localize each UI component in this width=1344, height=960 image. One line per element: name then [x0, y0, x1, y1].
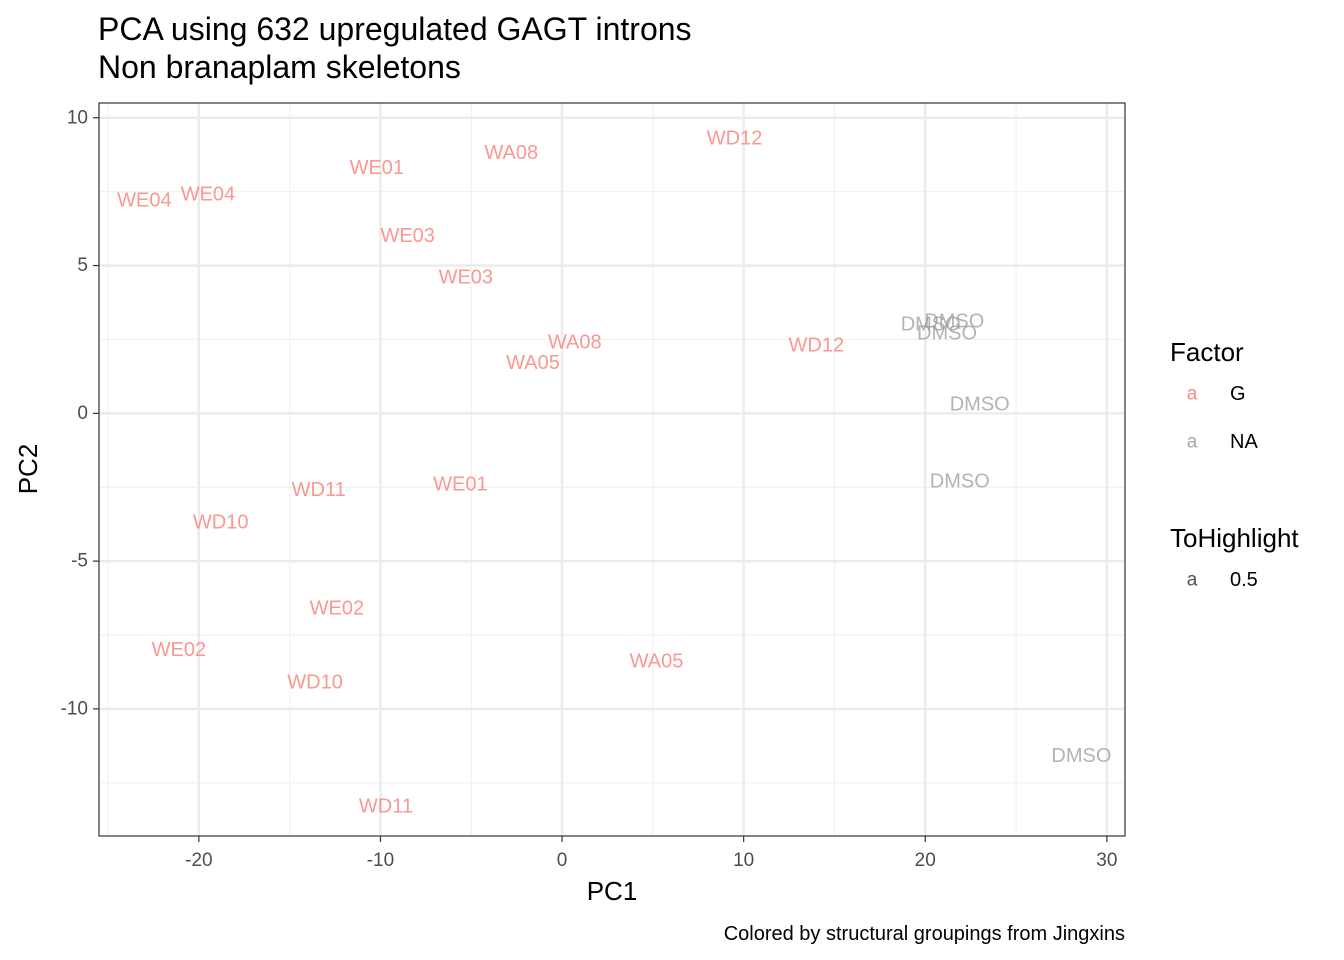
- legend-key: a: [1187, 384, 1198, 405]
- y-tick-label: 0: [77, 403, 88, 424]
- legend-title: ToHighlight: [1170, 523, 1299, 553]
- y-axis-title: PC2: [13, 444, 43, 495]
- point-label: DMSO: [924, 311, 984, 333]
- point-label: WA05: [630, 651, 684, 673]
- point-label: WE01: [433, 473, 487, 495]
- point-label: WD12: [789, 334, 845, 356]
- point-label: WE04: [117, 190, 171, 212]
- point-label: WD12: [707, 127, 763, 149]
- point-label: WA05: [506, 352, 560, 374]
- chart-caption: Colored by structural groupings from Jin…: [724, 923, 1125, 945]
- point-label: DMSO: [930, 470, 990, 492]
- legend-label: G: [1230, 383, 1246, 405]
- point-label: WE03: [380, 225, 434, 247]
- x-tick-label: 30: [1096, 850, 1117, 871]
- point-label: DMSO: [901, 314, 961, 336]
- point-label: WD10: [287, 671, 343, 693]
- point-label: DMSO: [917, 323, 977, 345]
- point-label: WE03: [439, 266, 493, 288]
- x-tick-label: -20: [185, 850, 212, 871]
- legend-key: a: [1187, 570, 1198, 591]
- panel-border: [98, 102, 1126, 837]
- point-label: WE02: [310, 597, 364, 619]
- point-label: DMSO: [1051, 745, 1111, 767]
- point-label: WA08: [484, 142, 538, 164]
- chart-subtitle: Non branaplam skeletons: [98, 49, 461, 85]
- point-label: DMSO: [950, 393, 1010, 415]
- x-tick-label: 0: [557, 850, 568, 871]
- legend-label: NA: [1230, 431, 1258, 453]
- legend-title: Factor: [1170, 337, 1244, 367]
- point-label: WE04: [181, 184, 235, 206]
- panel-background: [99, 103, 1125, 836]
- point-label: WD11: [292, 479, 346, 501]
- legend-label: 0.5: [1230, 569, 1258, 591]
- legend-key: a: [1187, 432, 1198, 453]
- y-tick-label: 5: [77, 255, 88, 276]
- y-tick-label: 10: [67, 107, 88, 128]
- point-label: WE01: [350, 157, 404, 179]
- y-tick-label: -5: [71, 551, 88, 572]
- x-tick-label: 20: [915, 850, 936, 871]
- axes: -20 -10 0 10 20 30 10 5 0 -5 -10: [61, 102, 1126, 871]
- y-tick-label: -10: [61, 698, 88, 719]
- x-tick-label: -10: [367, 850, 394, 871]
- x-axis-title: PC1: [587, 876, 638, 906]
- x-tick-label: 10: [733, 850, 754, 871]
- legend: Factor a Ga NA ToHighlight a 0.5: [1170, 337, 1299, 591]
- point-label: WD10: [193, 512, 249, 534]
- point-label: WD11: [359, 795, 413, 817]
- point-label: WA08: [548, 331, 602, 353]
- plot-panel: [99, 103, 1125, 836]
- point-label: WE02: [152, 639, 206, 661]
- chart-title: PCA using 632 upregulated GAGT introns: [98, 11, 692, 47]
